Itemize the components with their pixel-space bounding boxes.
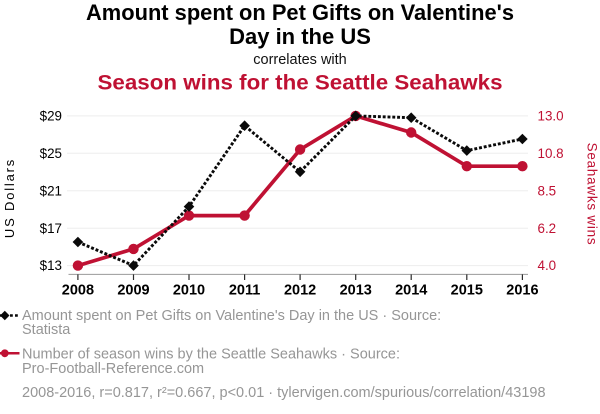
svg-text:Pro-Football-Reference.com: Pro-Football-Reference.com — [22, 361, 204, 377]
svg-text:2012: 2012 — [284, 283, 316, 299]
svg-text:2008-2016, r=0.817, r²=0.667,: 2008-2016, r=0.817, r²=0.667, p<0.01 · t… — [22, 385, 546, 401]
svg-text:2016: 2016 — [506, 283, 538, 299]
svg-text:13.0: 13.0 — [538, 109, 564, 124]
svg-text:Amount spent on Pet Gifts on V: Amount spent on Pet Gifts on Valentine's — [86, 0, 514, 25]
svg-text:2009: 2009 — [117, 283, 149, 299]
svg-text:2013: 2013 — [340, 283, 372, 299]
svg-text:2011: 2011 — [229, 283, 260, 299]
svg-text:Season wins for the Seattle Se: Season wins for the Seattle Seahawks — [98, 71, 503, 95]
svg-text:Statista: Statista — [22, 322, 71, 338]
svg-text:6.2: 6.2 — [538, 221, 557, 236]
svg-text:US Dollars: US Dollars — [2, 158, 17, 238]
svg-text:correlates with: correlates with — [253, 52, 346, 68]
svg-text:$17: $17 — [40, 221, 62, 236]
svg-text:$25: $25 — [40, 146, 62, 161]
svg-text:8.5: 8.5 — [538, 183, 557, 198]
svg-text:2014: 2014 — [395, 283, 427, 299]
svg-text:$29: $29 — [40, 109, 62, 124]
svg-text:2015: 2015 — [451, 283, 483, 299]
svg-text:2008: 2008 — [62, 283, 94, 299]
svg-text:10.8: 10.8 — [538, 146, 564, 161]
svg-text:Seahawks wins: Seahawks wins — [585, 143, 600, 246]
svg-text:$21: $21 — [40, 183, 62, 198]
svg-text:Number of season wins by the S: Number of season wins by the Seattle Sea… — [22, 347, 400, 363]
svg-text:$13: $13 — [40, 258, 62, 273]
svg-text:Amount spent on Pet Gifts on V: Amount spent on Pet Gifts on Valentine's… — [22, 308, 441, 324]
svg-text:4.0: 4.0 — [538, 258, 557, 273]
svg-text:Day in the US: Day in the US — [229, 24, 371, 49]
svg-text:2010: 2010 — [173, 283, 205, 299]
